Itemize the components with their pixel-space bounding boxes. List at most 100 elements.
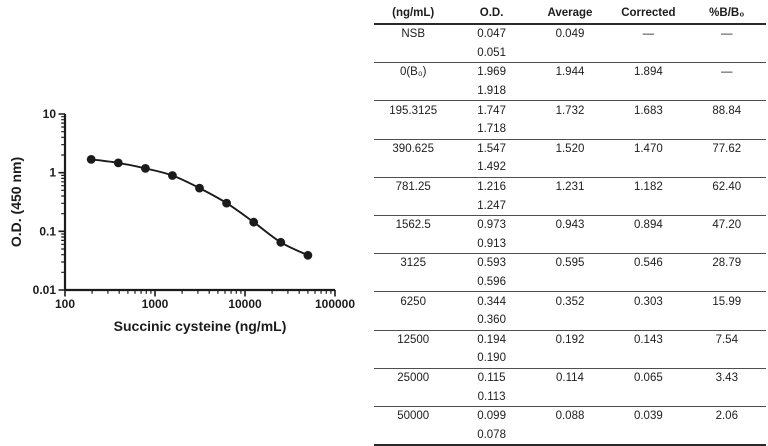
cell-empty: [688, 235, 766, 254]
cell-corrected: 0.143: [609, 329, 688, 350]
cell-average: 1.944: [530, 62, 610, 82]
cell-empty: [688, 349, 766, 368]
table-row-replicate: 0.596: [374, 273, 766, 292]
cell-od: 0.190: [477, 352, 506, 365]
cell-od: 1.547: [452, 138, 531, 159]
cell-empty: [609, 158, 687, 177]
cell-od: 0.047: [452, 23, 531, 44]
minor-ticks: [61, 116, 332, 294]
cell-empty: [374, 311, 452, 330]
cell-empty: [531, 311, 609, 330]
data-point: [168, 171, 177, 180]
y-axis-title: O.D. (450 nm): [8, 157, 24, 247]
x-tick-label: 1000: [142, 297, 169, 311]
cell-average: 0.352: [530, 291, 610, 311]
cell-od: 0.078: [452, 425, 531, 446]
cell-concentration: 12500: [374, 329, 453, 350]
table-row-replicate: 1.247: [374, 196, 766, 215]
cell-empty: [688, 158, 766, 177]
cell-od: 0.194: [452, 329, 531, 350]
cell-average: 0.088: [530, 405, 610, 426]
table-row: 781.25 1.216 1.231 1.182 62.40: [374, 176, 766, 197]
column-header: O.D.: [452, 4, 531, 25]
cell-od: 1.492: [477, 161, 506, 174]
y-tick-label: 1: [49, 166, 56, 180]
cell-od: 0.913: [477, 237, 506, 250]
column-header: Corrected: [609, 4, 688, 25]
cell-empty: [531, 235, 609, 254]
cell-empty: [688, 311, 766, 330]
cell-percent-bb0: —: [687, 23, 766, 44]
cell-empty: [374, 82, 452, 101]
table-row: 390.625 1.547 1.520 1.470 77.62: [374, 138, 766, 159]
cell-average: 0.943: [530, 214, 610, 235]
cell-concentration: 0(B₀): [374, 62, 453, 82]
cell-od: 1.918: [477, 85, 506, 98]
cell-empty: [531, 273, 609, 292]
cell-empty: [531, 44, 609, 63]
cell-empty: [688, 120, 766, 139]
cell-od: 0.360: [477, 314, 506, 327]
table-row-replicate: 1.918: [374, 82, 766, 101]
cell-concentration: NSB: [374, 23, 453, 44]
cell-percent-bb0: —: [687, 62, 766, 82]
cell-od: 1.718: [477, 123, 506, 136]
cell-od: 0.596: [477, 276, 506, 289]
data-point: [249, 217, 259, 227]
cell-average: 0.595: [530, 253, 610, 273]
cell-corrected: 0.065: [609, 367, 688, 388]
cell-od: 1.747: [452, 100, 531, 120]
cell-od: 0.973: [452, 214, 531, 235]
data-point: [303, 250, 313, 260]
data-point: [276, 237, 286, 247]
cell-corrected: 0.303: [609, 291, 688, 311]
cell-concentration: 3125: [374, 253, 453, 273]
cell-empty: [374, 425, 453, 446]
y-tick-label: 0.01: [33, 283, 57, 297]
cell-empty: [531, 349, 609, 368]
cell-average: 1.732: [530, 100, 610, 120]
cell-empty: [688, 196, 766, 215]
cell-corrected: 1.683: [609, 100, 688, 120]
cell-empty: [531, 387, 609, 406]
table-row: 6250 0.344 0.352 0.303 15.99: [374, 291, 766, 311]
cell-corrected: 1.182: [609, 176, 688, 197]
table-row: 3125 0.593 0.595 0.546 28.79: [374, 253, 766, 273]
cell-percent-bb0: 2.06: [687, 405, 766, 426]
cell-average: 0.114: [530, 367, 610, 388]
cell-empty: [609, 425, 688, 446]
data-point: [222, 198, 232, 208]
cell-od: 0.344: [452, 291, 531, 311]
cell-percent-bb0: 62.40: [687, 176, 766, 197]
cell-percent-bb0: 15.99: [687, 291, 766, 311]
cell-corrected: 0.039: [609, 405, 688, 426]
cell-empty: [688, 82, 766, 101]
cell-average: 0.049: [530, 23, 610, 44]
x-tick-label: 10000: [228, 297, 262, 311]
cell-od: 1.969: [452, 62, 531, 82]
cell-concentration: 781.25: [374, 176, 453, 197]
table-row-replicate: 0.078: [374, 425, 766, 446]
cell-empty: [688, 273, 766, 292]
cell-concentration: 25000: [374, 367, 453, 388]
cell-percent-bb0: 47.20: [687, 214, 766, 235]
cell-empty: [531, 82, 609, 101]
table-row-replicate: 0.051: [374, 44, 766, 63]
y-tick-label: 0.1: [39, 224, 56, 238]
standard-curve-chart: 100 1000 10000 100000 10 1 0.1 0.01 Succinic cys…: [8, 107, 355, 334]
data-point: [113, 158, 123, 168]
table-row-replicate: 0.360: [374, 311, 766, 330]
cell-empty: [609, 235, 687, 254]
cell-empty: [374, 349, 452, 368]
table-header-row: (ng/mL) O.D. Average Corrected %B/B₀: [374, 4, 766, 25]
cell-corrected: 0.894: [609, 214, 688, 235]
x-axis-title: Succinic cysteine (ng/mL): [114, 318, 287, 334]
column-header: (ng/mL): [374, 4, 453, 25]
cell-empty: [530, 425, 610, 446]
cell-empty: [609, 349, 687, 368]
cell-od: 1.247: [477, 199, 506, 212]
cell-corrected: —: [609, 23, 688, 44]
cell-percent-bb0: 88.84: [687, 100, 766, 120]
cell-empty: [609, 44, 687, 63]
